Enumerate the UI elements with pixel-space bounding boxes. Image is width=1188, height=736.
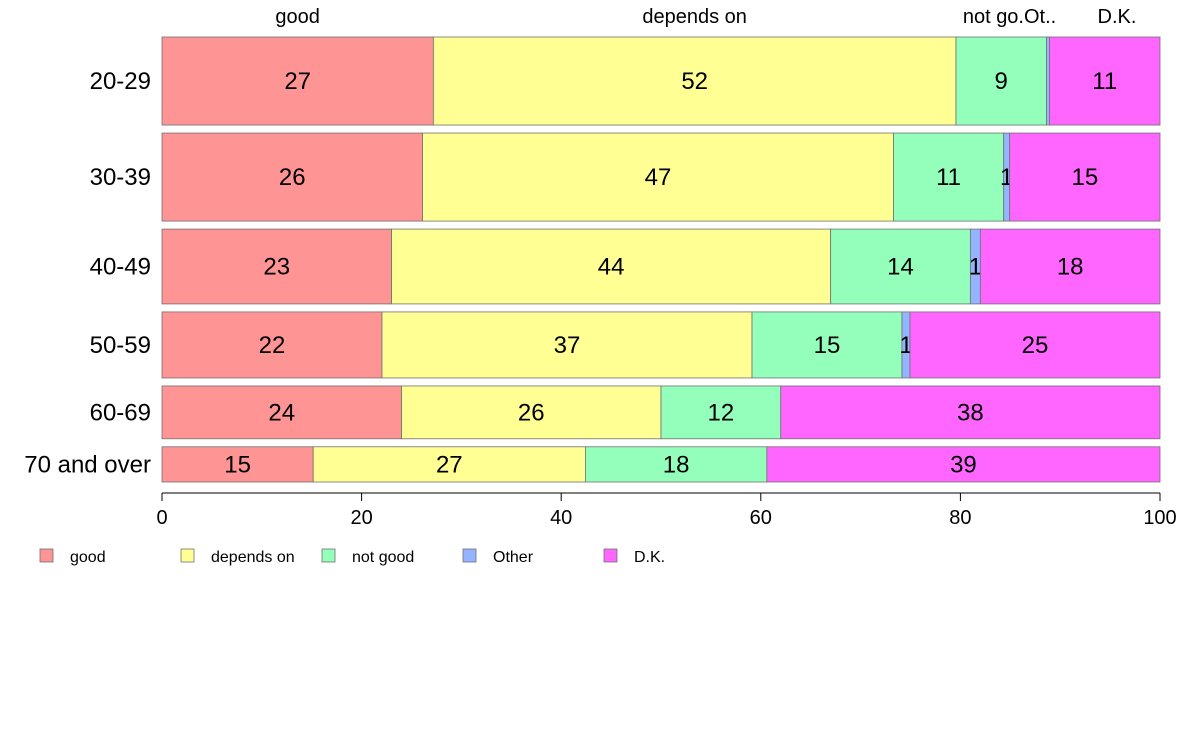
top-category-labels: good depends on not go. Ot.. D.K. — [275, 6, 1136, 28]
x-axis: 0 20 40 60 80 100 — [156, 492, 1177, 529]
legend-label: Other — [493, 549, 534, 566]
legend-item: Other — [462, 548, 534, 566]
bar-segment — [1009, 132, 1161, 222]
bar-segment — [780, 385, 1161, 440]
bar-value-label: 11 — [936, 164, 961, 191]
bar-segment — [1046, 36, 1050, 126]
legend-item: not good — [321, 548, 414, 566]
bar-segment — [955, 36, 1047, 126]
bar-value-label: 22 — [259, 332, 286, 359]
bar-segment — [161, 132, 423, 222]
bar-value-label: 23 — [263, 254, 290, 281]
bar-value-label: 25 — [1022, 332, 1049, 359]
bar-segment — [584, 446, 768, 483]
bar-segment — [422, 132, 894, 222]
row-label: 40-49 — [90, 254, 151, 281]
x-tick-label: 40 — [550, 507, 572, 529]
bar-value-label: 15 — [1071, 164, 1098, 191]
bar-value-label: 39 — [950, 451, 977, 478]
bar-value-label: 52 — [681, 68, 708, 95]
top-category-label: depends on — [642, 6, 747, 28]
row-label: 20-29 — [90, 68, 151, 95]
legend-swatch — [462, 548, 477, 563]
x-tick-label: 0 — [156, 507, 167, 529]
bar-value-label: 44 — [598, 254, 625, 281]
bar-segment — [751, 311, 903, 379]
bar-value-label: 1 — [969, 254, 982, 281]
x-tick-label: 100 — [1143, 507, 1176, 529]
bar-value-label: 15 — [224, 451, 251, 478]
bar-segment — [979, 228, 1161, 305]
bar-segment — [391, 228, 832, 305]
legend-label: depends on — [211, 549, 295, 566]
x-tick-label: 80 — [949, 507, 971, 529]
bar-value-label: 18 — [1057, 254, 1084, 281]
row-label: 50-59 — [90, 332, 151, 359]
bar-value-label: 24 — [268, 399, 295, 426]
bar-row: 24 26 12 38 — [161, 385, 1161, 440]
bar-segment — [909, 311, 1161, 379]
legend-label: good — [70, 549, 106, 566]
legend-item: depends on — [180, 548, 295, 566]
bar-value-label: 15 — [814, 332, 841, 359]
bar-segment — [401, 385, 662, 440]
bar-segment — [161, 446, 314, 483]
bar-segment — [893, 132, 1005, 222]
legend-label: not good — [352, 549, 414, 566]
bar-segment — [161, 311, 383, 379]
bar-row: 15 27 18 39 — [161, 446, 1161, 483]
bar-value-label: 26 — [279, 164, 306, 191]
bar-segment — [1049, 36, 1161, 126]
bar-value-label: 14 — [887, 254, 914, 281]
legend-swatch — [603, 548, 618, 563]
bar-segment — [766, 446, 1161, 483]
bar-segment — [381, 311, 753, 379]
bar-row: 26 47 11 1 15 — [161, 132, 1161, 222]
bar-row: 22 37 15 1 25 — [161, 311, 1161, 379]
row-labels: 20-29 30-39 40-49 50-59 60-69 70 and over — [24, 68, 151, 478]
bar-segment — [161, 36, 434, 126]
bar-value-label: 9 — [995, 68, 1008, 95]
bar-value-label: 27 — [284, 68, 311, 95]
bar-value-label: 1 — [899, 332, 912, 359]
bar-row: 23 44 14 1 18 — [161, 228, 1161, 305]
bar-value-label: 27 — [436, 451, 463, 478]
bar-segment — [830, 228, 971, 305]
bar-value-label: 18 — [663, 451, 690, 478]
legend-swatch — [180, 548, 195, 563]
bar-value-label: 12 — [708, 399, 735, 426]
row-label: 30-39 — [90, 164, 151, 191]
legend-item: D.K. — [603, 548, 665, 566]
top-category-label: good — [275, 6, 320, 28]
legend: good depends on not good Other D.K. — [39, 548, 665, 566]
bar-value-label: 26 — [518, 399, 545, 426]
bar-segment — [161, 228, 392, 305]
bar-segment — [161, 385, 402, 440]
legend-label: D.K. — [634, 549, 665, 566]
x-tick-label: 60 — [750, 507, 772, 529]
bar-row: 27 52 9 11 — [161, 36, 1161, 126]
bar-value-label: 37 — [554, 332, 581, 359]
row-label: 60-69 — [90, 399, 151, 426]
top-category-label: Ot.. — [1024, 6, 1056, 28]
legend-swatch — [321, 548, 336, 563]
top-category-label: not go. — [963, 6, 1024, 28]
row-label: 70 and over — [24, 451, 151, 478]
legend-swatch — [39, 548, 54, 563]
bar-value-label: 47 — [645, 164, 672, 191]
bar-segment — [660, 385, 782, 440]
bar-value-label: 11 — [1092, 68, 1117, 95]
x-tick-label: 20 — [350, 507, 372, 529]
bar-segment — [432, 36, 957, 126]
legend-item: good — [39, 548, 106, 566]
top-category-label: D.K. — [1098, 6, 1137, 28]
bar-value-label: 38 — [957, 399, 984, 426]
